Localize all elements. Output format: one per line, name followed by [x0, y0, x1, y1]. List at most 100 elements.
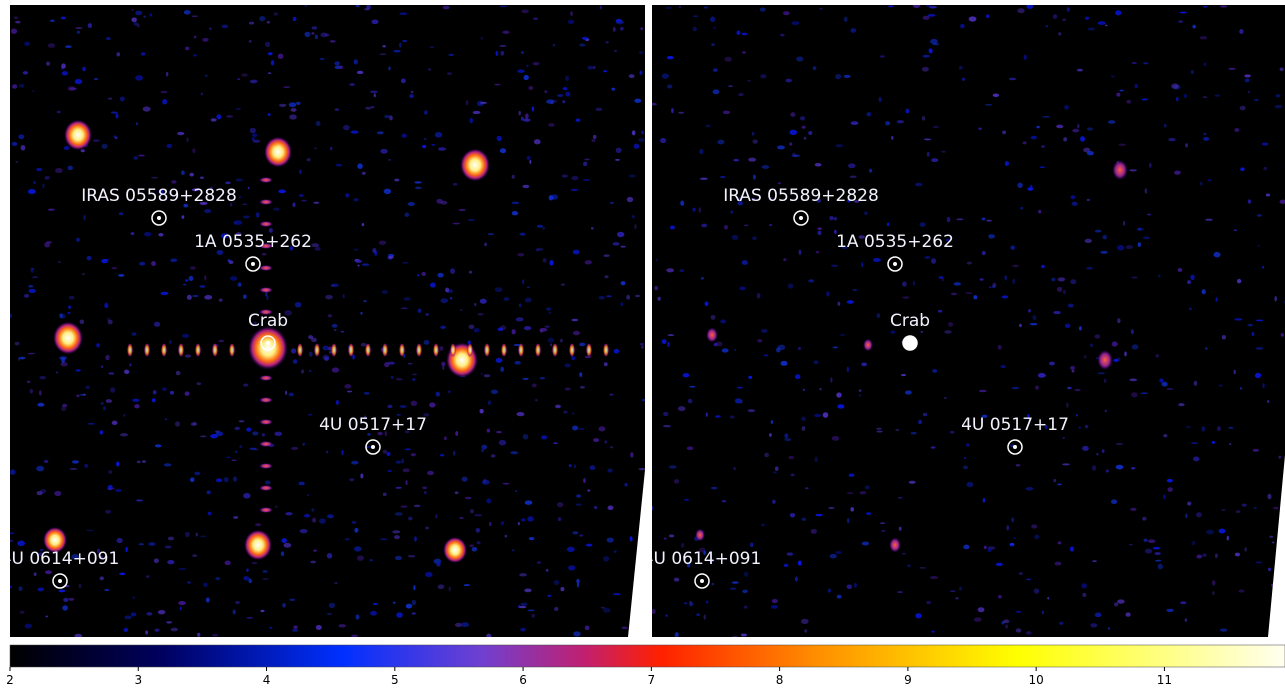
noise [1237, 279, 1241, 283]
noise [523, 434, 528, 439]
noise [168, 537, 174, 541]
noise [603, 556, 609, 562]
noise [332, 367, 339, 372]
noise [583, 162, 587, 167]
noise [986, 14, 990, 18]
noise [262, 433, 265, 436]
ghost [161, 343, 167, 357]
noise [75, 27, 82, 29]
noise [154, 322, 160, 327]
noise [787, 552, 794, 555]
noise [431, 144, 435, 146]
noise [441, 362, 445, 366]
noise [1132, 344, 1139, 349]
noise [1087, 127, 1093, 130]
noise [815, 163, 822, 167]
noise [688, 399, 693, 404]
noise [1092, 560, 1097, 562]
noise [762, 165, 770, 169]
noise [225, 182, 230, 185]
noise [549, 260, 553, 265]
noise [382, 290, 389, 294]
noise [250, 128, 256, 134]
noise [341, 331, 345, 333]
noise [76, 238, 80, 242]
noise [859, 389, 862, 391]
noise [710, 17, 715, 23]
noise [158, 233, 163, 236]
noise [1090, 343, 1092, 347]
noise [638, 138, 645, 142]
noise [79, 584, 82, 588]
noise [519, 111, 521, 116]
noise [837, 404, 844, 408]
noise [298, 482, 304, 486]
noise [1215, 553, 1218, 558]
noise [48, 208, 55, 210]
noise [669, 534, 674, 537]
noise [724, 57, 731, 62]
noise [299, 194, 304, 197]
noise [208, 512, 212, 516]
noise [1005, 624, 1008, 628]
noise [239, 445, 242, 448]
noise [131, 17, 136, 22]
noise [320, 58, 325, 60]
noise [54, 491, 61, 496]
noise [48, 43, 55, 48]
noise [674, 578, 680, 582]
noise [529, 537, 534, 540]
noise [938, 310, 943, 313]
noise [1076, 414, 1078, 417]
noise [950, 431, 955, 433]
noise [954, 282, 961, 286]
noise [86, 530, 94, 532]
noise [1219, 529, 1226, 534]
noise [1126, 612, 1131, 616]
noise [182, 334, 189, 338]
noise [200, 177, 204, 179]
noise [748, 409, 755, 412]
noise [752, 237, 757, 240]
noise [724, 225, 728, 230]
noise [178, 601, 186, 605]
noise [1248, 91, 1250, 94]
noise [678, 112, 684, 114]
noise [131, 232, 135, 235]
noise [158, 610, 166, 614]
noise [881, 530, 885, 532]
noise [1072, 370, 1075, 373]
noise [1220, 5, 1227, 7]
noise [116, 461, 119, 466]
noise [46, 615, 48, 617]
noise [1137, 228, 1144, 231]
noise [105, 510, 111, 514]
noise [106, 399, 112, 403]
tick-label: 6 [519, 673, 527, 687]
noise [632, 130, 636, 135]
noise [104, 303, 108, 308]
noise [1014, 537, 1016, 539]
noise [424, 491, 427, 494]
noise [1255, 373, 1261, 378]
noise [396, 378, 403, 380]
noise [59, 356, 67, 360]
noise [453, 183, 458, 186]
noise [145, 630, 148, 634]
noise [714, 343, 718, 346]
noise [100, 430, 103, 434]
noise [87, 423, 95, 425]
noise [311, 338, 317, 343]
noise [412, 600, 416, 605]
noise [69, 296, 75, 300]
noise [237, 78, 239, 80]
noise [512, 549, 515, 551]
noise [380, 538, 388, 540]
noise [784, 433, 788, 438]
noise [909, 481, 916, 484]
noise [307, 158, 311, 161]
noise [289, 114, 297, 119]
noise [436, 562, 440, 566]
noise [1142, 517, 1147, 521]
noise [436, 199, 442, 204]
